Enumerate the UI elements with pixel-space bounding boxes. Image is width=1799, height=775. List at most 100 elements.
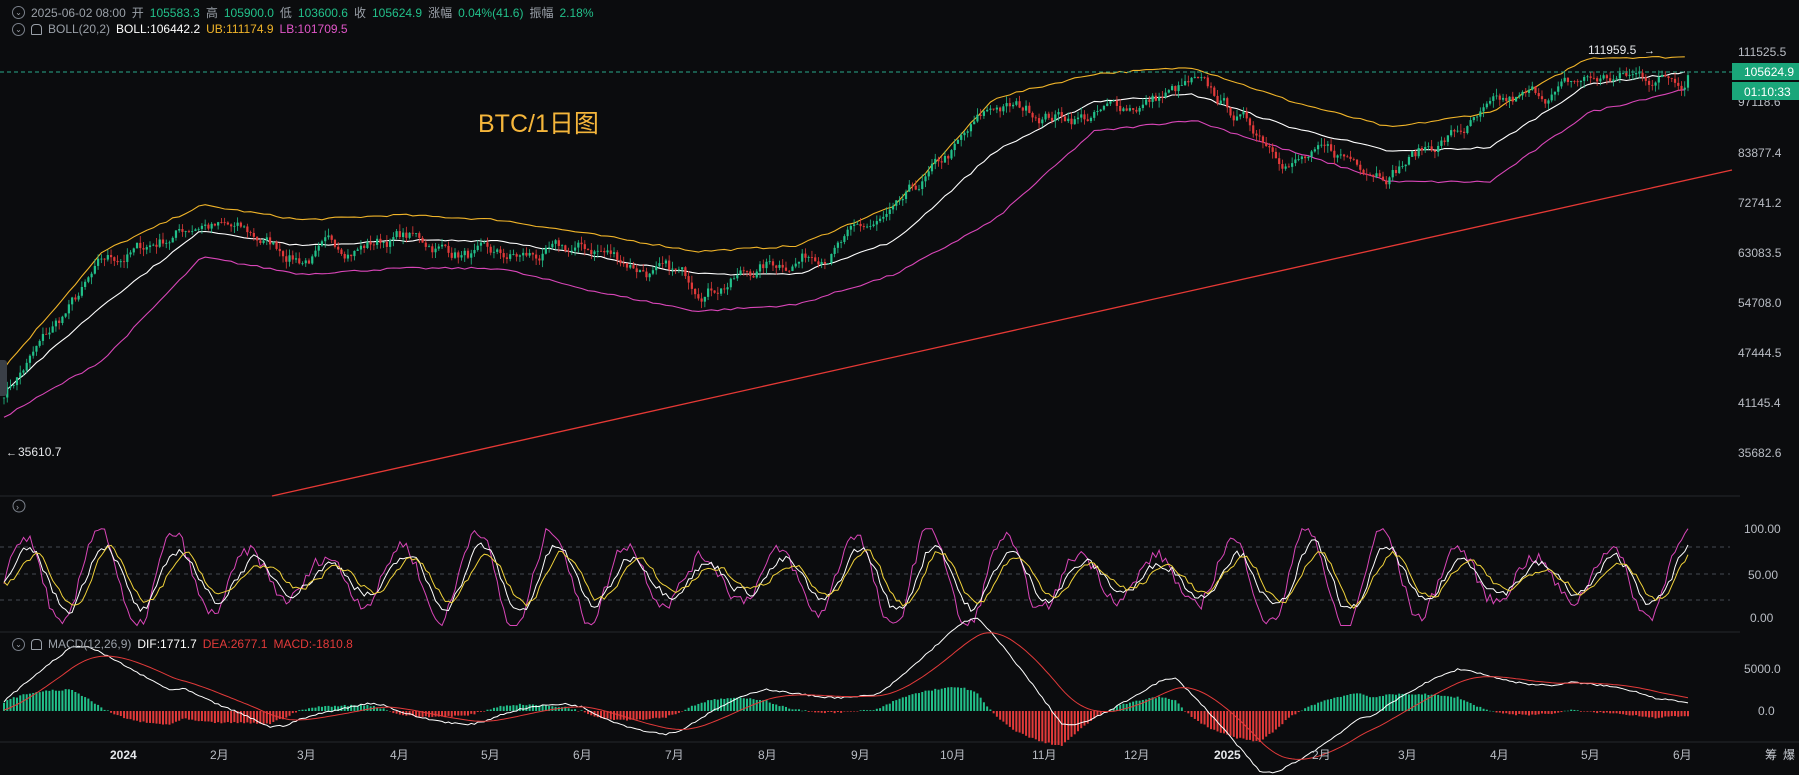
macd-bar — [616, 711, 619, 720]
candle — [194, 228, 197, 232]
candle — [1557, 81, 1560, 96]
candle — [1566, 77, 1570, 86]
macd-bar — [992, 711, 995, 714]
macd-bar — [687, 707, 690, 711]
side-panel-toggle[interactable] — [0, 360, 7, 396]
macd-bar — [862, 709, 865, 711]
candle — [1106, 98, 1109, 107]
bell-icon[interactable] — [31, 23, 42, 35]
macd-bar — [282, 711, 285, 720]
macd-bar — [1339, 696, 1342, 711]
macd-bar — [145, 711, 148, 723]
boll-mid-line — [3, 71, 1685, 393]
collapse-chevron-icon[interactable]: ⌄ — [12, 6, 25, 19]
macd-bar — [1073, 711, 1076, 735]
candle — [681, 267, 684, 276]
chart-title: BTC/1日图 — [478, 110, 599, 138]
chips-tool[interactable]: 筹 — [1765, 748, 1777, 762]
candle — [784, 261, 788, 272]
candle — [1248, 117, 1252, 132]
macd-bar — [1430, 694, 1433, 711]
candle — [479, 238, 483, 252]
candle — [6, 381, 9, 403]
candle — [1440, 136, 1443, 150]
macd-bar — [1573, 709, 1576, 711]
macd-bar — [1446, 696, 1449, 711]
candle — [15, 377, 19, 391]
candle — [1437, 141, 1440, 157]
macd-bar — [45, 690, 48, 711]
candle — [100, 254, 103, 264]
candle — [1261, 134, 1265, 149]
collapse-chevron-icon[interactable]: ⌄ — [12, 22, 25, 36]
bell-icon[interactable] — [31, 638, 42, 650]
candle — [875, 215, 878, 231]
macd-indicator-name[interactable]: MACD(12,26,9) — [48, 637, 132, 651]
candle — [1511, 91, 1514, 105]
macd-bar — [1456, 696, 1459, 711]
macd-panel[interactable] — [3, 617, 1689, 774]
macd-bar — [1115, 706, 1118, 711]
candle — [1524, 87, 1527, 97]
low-annotation-arrow: ← — [6, 447, 17, 459]
price-panel[interactable] — [2, 56, 1690, 418]
candle — [1495, 88, 1498, 100]
macd-bar — [58, 690, 61, 711]
kdj-panel[interactable] — [0, 527, 1730, 627]
candle — [311, 254, 314, 265]
macd-bar — [836, 711, 839, 713]
macd-bar — [356, 706, 359, 711]
macd-bar — [126, 711, 129, 719]
macd-bar — [739, 697, 742, 711]
candle — [930, 159, 934, 175]
macd-bar — [1171, 699, 1174, 711]
liquidation-tool[interactable]: 爆 — [1783, 748, 1795, 762]
macd-bar — [1414, 694, 1417, 711]
macd-bar — [1200, 711, 1203, 724]
macd-bar — [1687, 711, 1689, 717]
candle — [1394, 165, 1398, 177]
macd-bar — [762, 700, 765, 711]
boll-indicator-name[interactable]: BOLL(20,2) — [48, 22, 111, 36]
trendline[interactable] — [271, 169, 1733, 497]
candle — [1647, 77, 1651, 92]
candle — [888, 202, 891, 221]
change-label: 涨幅 — [428, 6, 453, 20]
macd-bar — [6, 700, 9, 711]
kdj-expand-icon[interactable] — [12, 499, 26, 513]
collapse-chevron-icon[interactable]: ⌄ — [12, 637, 25, 651]
candle — [1154, 92, 1157, 102]
candle — [252, 228, 255, 241]
macd-bar — [557, 707, 560, 711]
candle — [64, 313, 67, 319]
candle — [395, 228, 398, 240]
candle — [1485, 101, 1488, 110]
candle — [1135, 106, 1138, 114]
macd-bar — [301, 709, 304, 711]
macd-bar — [74, 691, 77, 711]
candle — [1252, 121, 1255, 138]
candle — [551, 240, 554, 250]
candle — [671, 261, 674, 276]
candle — [1654, 81, 1657, 92]
macd-bar — [3, 702, 5, 711]
candle — [651, 266, 655, 276]
candle — [1287, 163, 1291, 168]
macd-bar — [12, 697, 15, 711]
candle — [820, 258, 823, 269]
candle — [379, 233, 382, 249]
boll-lower-value: LB:101709.5 — [279, 22, 348, 36]
candle — [1573, 80, 1576, 84]
candle — [1482, 103, 1485, 118]
candle — [862, 223, 865, 230]
candle — [1514, 96, 1518, 102]
candle — [1274, 147, 1278, 159]
macd-bar — [243, 711, 246, 724]
candle — [38, 339, 41, 348]
candle — [1368, 172, 1372, 177]
macd-bar — [1008, 711, 1011, 727]
macd-bar — [561, 707, 564, 711]
macd-bar — [564, 706, 567, 711]
macd-bar — [635, 711, 638, 720]
